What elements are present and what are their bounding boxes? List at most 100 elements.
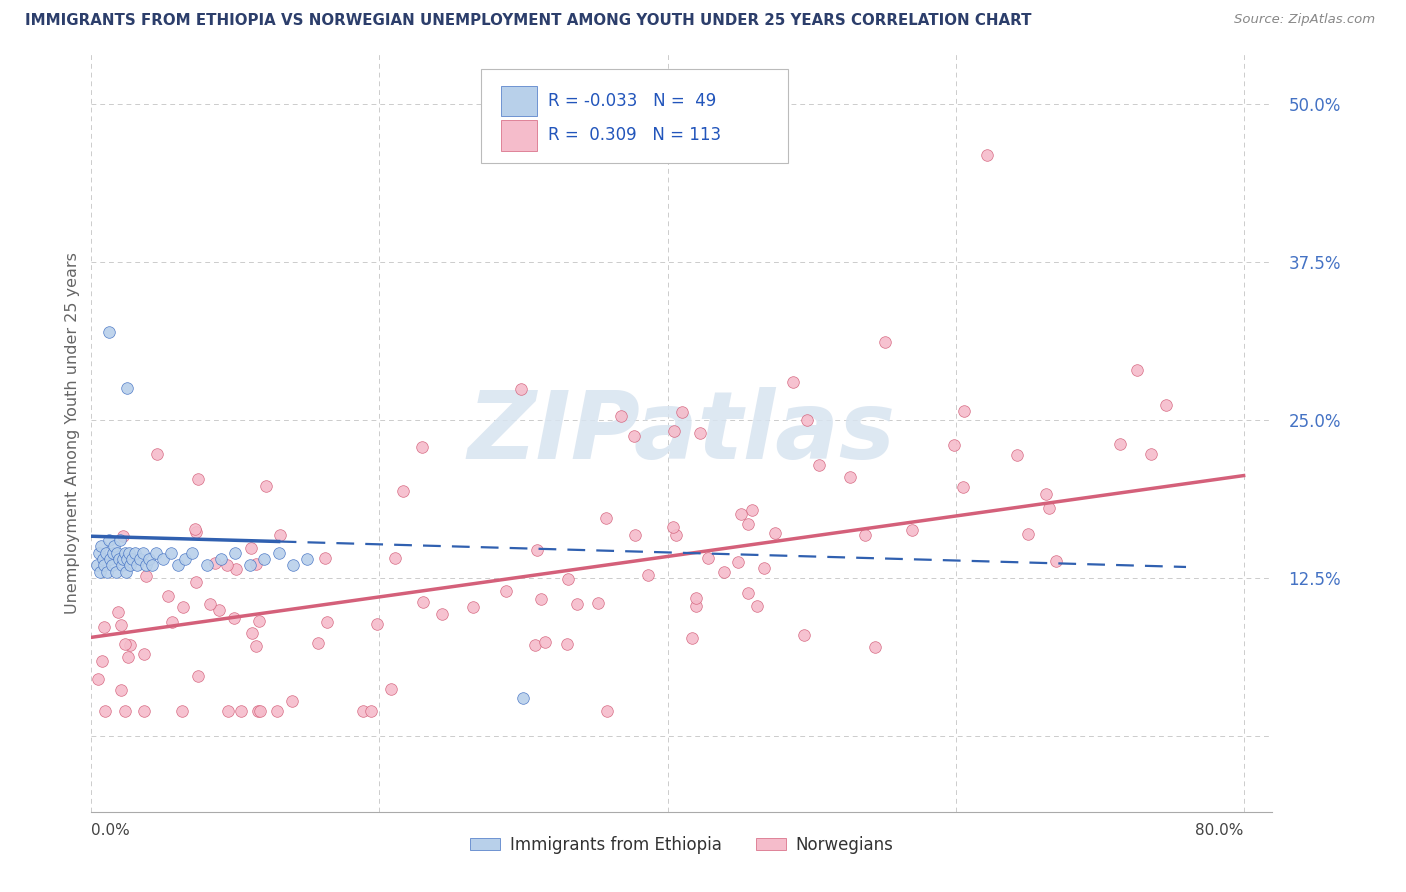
Point <box>637 568 659 582</box>
Point <box>565 598 588 612</box>
Text: R = -0.033   N =  49: R = -0.033 N = 49 <box>548 92 717 111</box>
Point <box>952 480 974 494</box>
Point <box>120 558 142 573</box>
Point <box>253 552 276 566</box>
Point <box>135 569 157 583</box>
Point <box>110 682 132 697</box>
Point <box>697 551 720 566</box>
Point <box>671 405 693 419</box>
Point <box>953 404 976 418</box>
Point <box>132 704 155 718</box>
Point <box>129 552 152 566</box>
Point <box>266 704 288 718</box>
Point <box>586 596 609 610</box>
Point <box>1005 448 1028 462</box>
Point <box>297 552 319 566</box>
Point <box>114 546 136 560</box>
Point <box>557 572 579 586</box>
Point <box>152 552 174 566</box>
Point <box>664 527 686 541</box>
Point <box>132 647 155 661</box>
Point <box>112 529 135 543</box>
Point <box>596 704 619 718</box>
Point <box>796 413 818 427</box>
Point <box>187 472 209 486</box>
Point <box>523 638 546 652</box>
Point <box>117 650 139 665</box>
Point <box>782 375 804 389</box>
Point <box>93 620 115 634</box>
Legend: Immigrants from Ethiopia, Norwegians: Immigrants from Ethiopia, Norwegians <box>464 829 900 860</box>
Text: 0.0%: 0.0% <box>91 823 131 838</box>
Point <box>662 520 685 534</box>
Point <box>186 524 208 539</box>
Point <box>121 552 143 566</box>
FancyBboxPatch shape <box>501 120 537 151</box>
Point <box>737 517 759 532</box>
Point <box>141 558 163 573</box>
Point <box>107 606 129 620</box>
Point <box>138 552 160 566</box>
Point <box>741 503 763 517</box>
Point <box>623 429 645 443</box>
Point <box>204 557 226 571</box>
Point <box>118 546 141 560</box>
Point <box>685 599 707 613</box>
Point <box>231 704 253 718</box>
Point <box>512 691 534 706</box>
Point <box>1045 554 1067 568</box>
Point <box>249 704 271 718</box>
Point <box>384 551 406 566</box>
Point <box>91 654 114 668</box>
Text: 80.0%: 80.0% <box>1195 823 1244 838</box>
Point <box>120 638 142 652</box>
Point <box>172 599 194 614</box>
Point <box>269 528 291 542</box>
Point <box>254 479 277 493</box>
Point <box>689 425 711 440</box>
Point <box>195 558 218 573</box>
Point <box>412 595 434 609</box>
Point <box>245 639 267 653</box>
Point <box>595 511 617 525</box>
Text: IMMIGRANTS FROM ETHIOPIA VS NORWEGIAN UNEMPLOYMENT AMONG YOUTH UNDER 25 YEARS CO: IMMIGRANTS FROM ETHIOPIA VS NORWEGIAN UN… <box>25 13 1032 29</box>
Point <box>86 558 108 573</box>
Point <box>853 527 876 541</box>
Point <box>1038 500 1060 515</box>
Point <box>281 558 304 573</box>
Point <box>184 574 207 589</box>
Point <box>681 632 703 646</box>
Point <box>217 704 239 718</box>
Point <box>89 565 111 579</box>
Point <box>307 636 329 650</box>
Point <box>108 533 131 547</box>
Point <box>839 470 862 484</box>
Point <box>1017 527 1039 541</box>
Point <box>900 524 922 538</box>
Point <box>1126 363 1149 377</box>
Point <box>145 546 167 560</box>
Point <box>763 526 786 541</box>
Text: ZIPatlas: ZIPatlas <box>468 386 896 479</box>
Point <box>873 334 896 349</box>
Point <box>105 546 128 560</box>
Point <box>240 541 263 555</box>
Point <box>430 607 453 622</box>
Point <box>87 546 110 560</box>
Text: R =  0.309   N = 113: R = 0.309 N = 113 <box>548 127 721 145</box>
Point <box>90 539 112 553</box>
Point <box>124 546 146 560</box>
Point <box>103 539 125 553</box>
Point <box>754 561 776 575</box>
Point <box>174 552 197 566</box>
Point <box>737 586 759 600</box>
Point <box>87 672 110 686</box>
Point <box>222 611 245 625</box>
Point <box>730 507 752 521</box>
Point <box>110 617 132 632</box>
Point <box>360 704 382 718</box>
Point <box>115 565 138 579</box>
Text: Source: ZipAtlas.com: Source: ZipAtlas.com <box>1234 13 1375 27</box>
Point <box>727 555 749 569</box>
Point <box>91 552 114 566</box>
